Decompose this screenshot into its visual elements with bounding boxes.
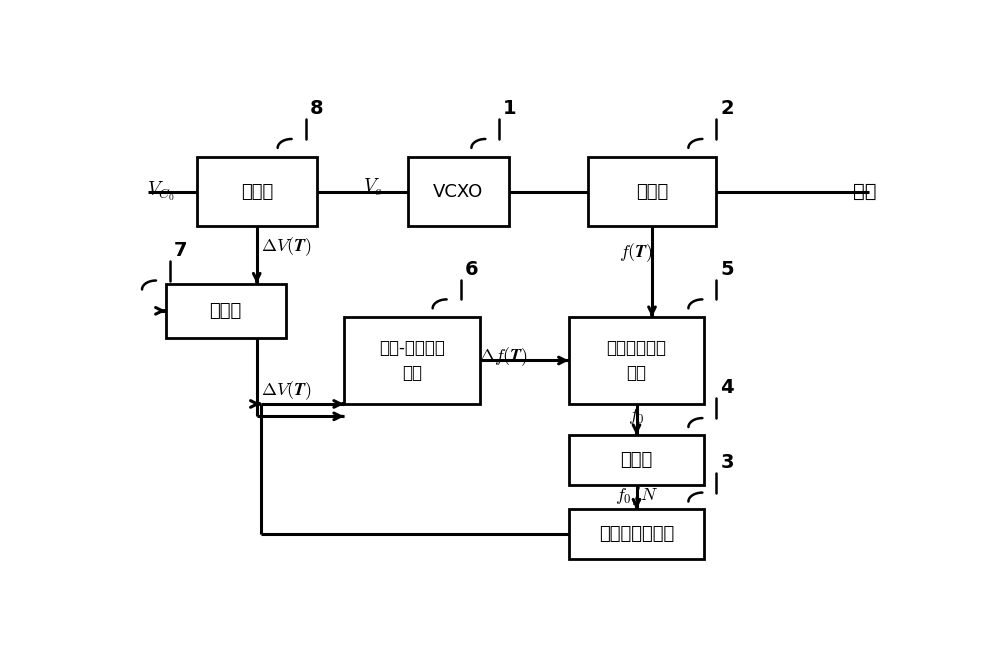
Bar	[408, 157, 509, 226]
Text: 6: 6	[464, 259, 478, 279]
Text: 输出: 输出	[853, 182, 877, 201]
Bar	[569, 317, 704, 404]
Text: 8: 8	[309, 99, 323, 118]
Bar	[588, 157, 716, 226]
Text: 滤波器: 滤波器	[210, 302, 242, 320]
Text: $V_{C_0}$: $V_{C_0}$	[147, 180, 174, 203]
Text: $\Delta f(\boldsymbol{T})$: $\Delta f(\boldsymbol{T})$	[479, 345, 528, 368]
Text: $f(\boldsymbol{T})$: $f(\boldsymbol{T})$	[619, 241, 654, 264]
Text: $f_0$: $f_0$	[628, 406, 645, 426]
Text: $f_0/N$: $f_0/N$	[615, 484, 658, 506]
Text: $\Delta V(\boldsymbol{T})$: $\Delta V(\boldsymbol{T})$	[261, 379, 311, 402]
Text: 7: 7	[174, 241, 187, 260]
Text: 低频信号发生器: 低频信号发生器	[599, 525, 674, 543]
Bar	[569, 435, 704, 484]
Text: 加法器: 加法器	[241, 183, 273, 201]
Text: VCXO: VCXO	[433, 183, 483, 201]
Text: 模块: 模块	[402, 364, 422, 382]
Text: 倍频器: 倍频器	[620, 451, 653, 469]
Text: 3: 3	[720, 453, 734, 471]
Text: 功分器: 功分器	[636, 183, 668, 201]
Text: 5: 5	[720, 259, 734, 279]
Text: $\Delta V(\boldsymbol{T})$: $\Delta V(\boldsymbol{T})$	[261, 235, 311, 257]
Text: 频率偏差计算: 频率偏差计算	[606, 339, 666, 357]
Bar	[569, 510, 704, 559]
Text: $V_c$: $V_c$	[363, 177, 382, 198]
Text: 2: 2	[720, 99, 734, 118]
Text: 1: 1	[503, 99, 517, 118]
Bar	[197, 157, 317, 226]
Text: 4: 4	[720, 378, 734, 397]
Text: 频率-电压转换: 频率-电压转换	[379, 339, 445, 357]
Bar	[344, 317, 480, 404]
Bar	[166, 284, 286, 338]
Text: 模块: 模块	[626, 364, 646, 382]
